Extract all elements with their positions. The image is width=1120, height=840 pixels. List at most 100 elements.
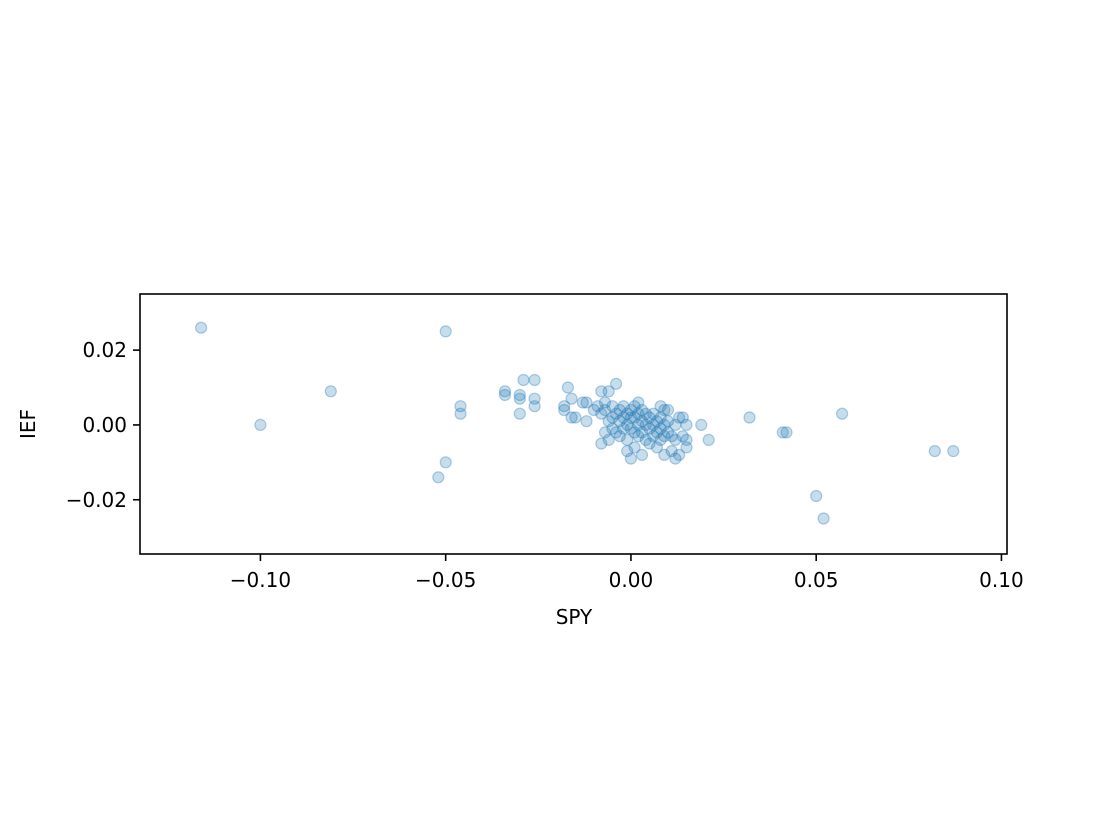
data-point (635, 426, 649, 439)
data-point (635, 415, 649, 428)
data-point (643, 411, 656, 424)
data-point (676, 411, 689, 424)
data-point (598, 396, 612, 409)
data-point (528, 392, 541, 405)
data-point (558, 400, 571, 413)
data-point (606, 400, 619, 413)
data-point (661, 403, 675, 417)
data-point (669, 418, 682, 431)
data-point (591, 400, 604, 413)
data-point (635, 403, 649, 417)
data-point (580, 396, 593, 409)
data-point (658, 430, 671, 443)
data-point (654, 411, 667, 424)
data-point (613, 415, 626, 428)
data-point (617, 411, 630, 424)
data-point (658, 418, 671, 431)
data-point (613, 403, 626, 417)
plot-frame (139, 293, 1008, 555)
data-point (628, 411, 641, 424)
y-tick-label: −0.02 (66, 488, 127, 512)
data-point (650, 415, 664, 428)
data-point (654, 400, 667, 413)
data-point (639, 418, 652, 431)
data-point (513, 392, 526, 405)
data-point (621, 407, 634, 420)
data-point (254, 418, 267, 431)
y-axis-label: IEF (16, 409, 40, 439)
data-point (635, 448, 649, 461)
data-point (672, 448, 686, 461)
data-point (628, 441, 641, 454)
data-point (676, 430, 689, 443)
data-point (454, 400, 467, 413)
data-point (661, 426, 675, 439)
data-point (432, 471, 445, 484)
data-point (576, 396, 589, 409)
data-point (324, 385, 337, 398)
data-point (654, 422, 667, 435)
y-tick-label: 0.02 (82, 338, 127, 362)
data-point (602, 385, 615, 398)
data-point (624, 422, 638, 435)
data-point (609, 407, 623, 420)
data-point (580, 415, 593, 428)
x-tick-label: 0.00 (609, 568, 654, 592)
data-point (613, 430, 626, 443)
data-point (776, 426, 789, 439)
data-point (650, 441, 664, 454)
data-point (498, 388, 512, 402)
data-point (565, 392, 578, 405)
data-point (658, 448, 671, 461)
data-point (639, 433, 652, 446)
data-point (439, 325, 452, 338)
data-point (621, 418, 634, 431)
data-point (528, 400, 541, 413)
data-point (602, 433, 615, 446)
data-point (606, 411, 619, 424)
data-point (669, 433, 682, 446)
x-tick-label: 0.10 (979, 568, 1024, 592)
data-point (513, 407, 526, 420)
data-point (665, 445, 678, 458)
data-point (595, 437, 608, 450)
data-point (624, 452, 638, 465)
data-point (647, 418, 660, 431)
data-point (632, 407, 645, 420)
data-point (810, 489, 823, 503)
data-point (561, 381, 575, 394)
data-point (617, 422, 630, 435)
data-point (628, 426, 641, 439)
x-axis-ticks: −0.10 −0.05 0.00 0.05 0.10 (230, 554, 1024, 592)
data-point (595, 407, 608, 420)
data-point (639, 407, 652, 420)
data-point (647, 407, 660, 420)
data-point (617, 400, 630, 413)
data-point (569, 411, 582, 424)
data-point (439, 456, 452, 469)
data-point (695, 418, 708, 431)
data-point (743, 411, 756, 424)
data-point (632, 418, 645, 431)
data-point (632, 396, 645, 409)
data-point (565, 411, 578, 424)
data-point (643, 437, 656, 450)
data-point (517, 373, 530, 387)
data-point (195, 321, 208, 334)
data-point (702, 433, 715, 446)
data-point (598, 426, 612, 439)
data-point (624, 411, 638, 424)
data-point (661, 415, 675, 428)
data-point (587, 403, 601, 417)
data-point (609, 377, 623, 390)
data-point (672, 411, 686, 424)
data-point (609, 426, 623, 439)
data-point (558, 403, 571, 417)
data-point (680, 433, 693, 446)
data-point (606, 422, 619, 435)
data-point (680, 418, 693, 431)
x-tick-label: 0.05 (794, 568, 839, 592)
x-axis-label: SPY (556, 605, 593, 629)
data-point (628, 400, 641, 413)
